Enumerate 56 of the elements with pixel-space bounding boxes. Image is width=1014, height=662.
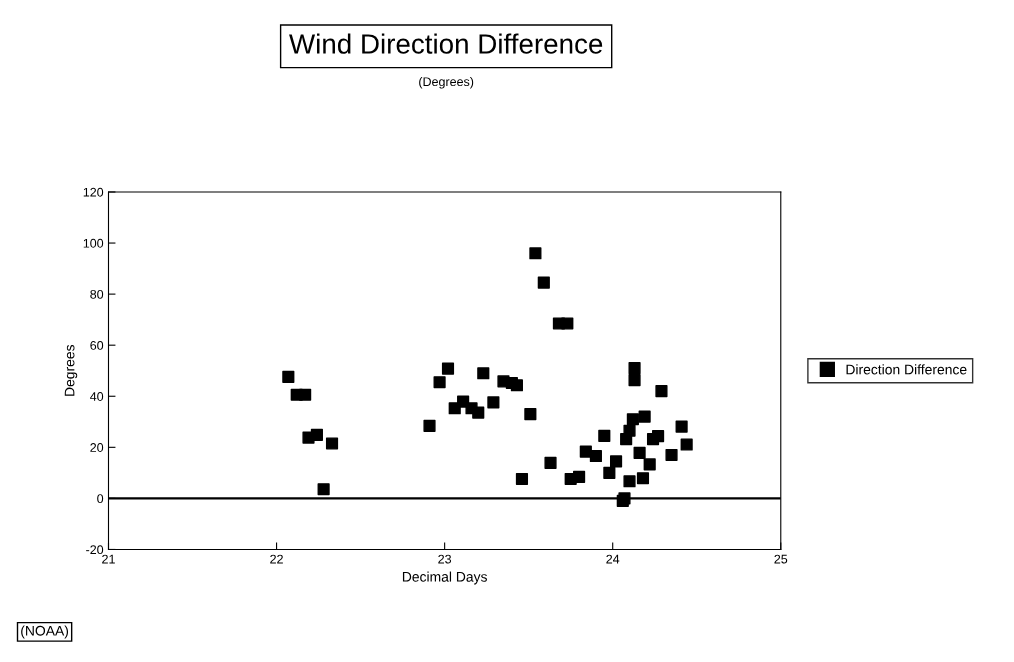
y-axis-title: Degrees <box>64 344 78 396</box>
chart-subtitle: (Degrees) <box>419 76 474 89</box>
point <box>623 475 636 488</box>
point <box>643 458 656 471</box>
point <box>633 446 646 460</box>
point <box>544 456 557 469</box>
point <box>655 385 668 398</box>
point <box>589 449 602 463</box>
point <box>472 406 485 419</box>
chart-title: Wind Direction Difference <box>289 33 603 54</box>
point <box>603 466 616 479</box>
point <box>515 472 529 486</box>
point <box>561 317 574 330</box>
point <box>487 396 500 409</box>
text: (NOAA) <box>21 625 69 639</box>
point <box>675 420 688 433</box>
y-tick-label: -20 <box>86 545 104 555</box>
y-tick-label: 120 <box>83 187 104 197</box>
point <box>628 374 641 387</box>
point <box>665 448 678 462</box>
y-tick-label: 40 <box>90 392 104 401</box>
x-tick-label: 21 <box>102 554 115 564</box>
point <box>680 438 693 451</box>
point <box>477 367 490 380</box>
point <box>310 428 323 441</box>
y-tick-label: 80 <box>90 289 104 299</box>
point <box>325 437 339 450</box>
point <box>423 419 436 432</box>
x-tick-label: 24 <box>606 554 620 564</box>
point <box>636 472 650 485</box>
legend-label: Direction Difference <box>846 364 967 375</box>
point <box>282 370 295 383</box>
x-axis-title: Decimal Days <box>402 571 487 585</box>
point <box>529 247 542 260</box>
y-tick-label: 100 <box>83 238 104 248</box>
point <box>573 470 586 484</box>
point <box>609 455 623 468</box>
y-tick-label: 20 <box>90 443 104 452</box>
point <box>524 408 537 421</box>
point <box>510 379 523 392</box>
point <box>638 410 651 423</box>
point <box>628 362 641 375</box>
x-tick-label: 25 <box>774 554 788 564</box>
point <box>433 376 446 389</box>
point <box>598 429 611 442</box>
point <box>299 388 312 401</box>
point <box>626 413 639 426</box>
x-tick-label: 23 <box>438 554 452 564</box>
point <box>317 483 330 496</box>
y-tick-label: 60 <box>90 340 104 350</box>
point <box>652 430 665 443</box>
x-tick-label: 22 <box>270 554 283 564</box>
y-tick-label: 0 <box>97 494 104 504</box>
point <box>441 362 455 375</box>
point <box>537 276 550 289</box>
point <box>620 433 633 446</box>
